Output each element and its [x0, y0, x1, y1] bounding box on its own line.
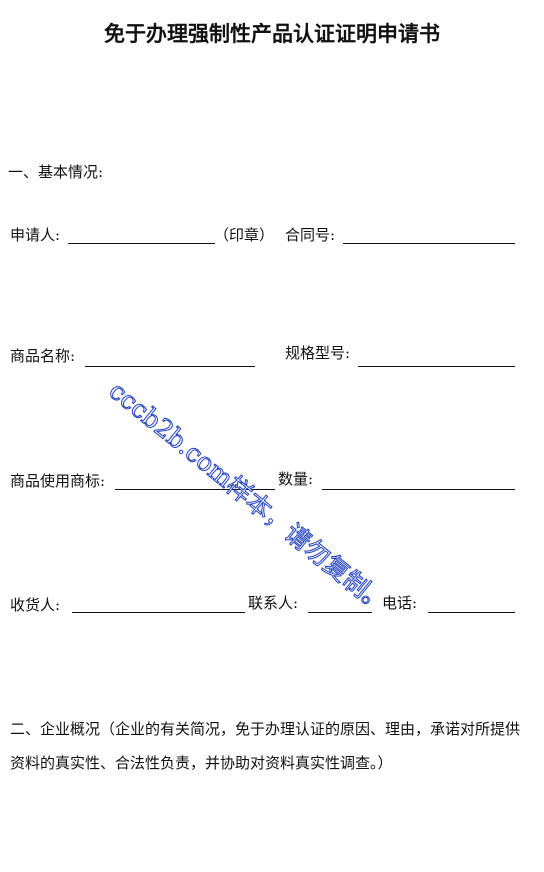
blank-line [85, 366, 255, 367]
field-label: 申请人: [10, 226, 61, 244]
field-label: 规格型号: [285, 344, 351, 362]
field-label: 收货人: [10, 596, 61, 614]
blank-line [68, 243, 215, 244]
watermark: cccb2b.com样本，请勿复制。 [103, 375, 395, 620]
blank-line [308, 612, 372, 613]
document-title: 免于办理强制性产品认证证明申请书 [104, 22, 440, 46]
section-heading: 二、企业概况（企业的有关简况，免于办理认证的原因、理由，承诺对所提供资料的真实性… [10, 720, 521, 772]
blank-line [72, 612, 245, 613]
section-heading: 一、基本情况: [8, 163, 104, 181]
blank-line [115, 489, 275, 490]
blank-line [428, 612, 515, 613]
field-label: （印章） [214, 226, 275, 244]
field-label: 商品使用商标: [10, 472, 106, 490]
blank-line [343, 243, 515, 244]
blank-line [358, 366, 515, 367]
field-label: 商品名称: [10, 347, 76, 365]
field-label: 电话: [382, 594, 418, 612]
field-label: 合同号: [285, 226, 336, 244]
field-label: 联系人: [248, 594, 299, 612]
blank-line [322, 489, 515, 490]
field-label: 数量: [278, 470, 314, 488]
